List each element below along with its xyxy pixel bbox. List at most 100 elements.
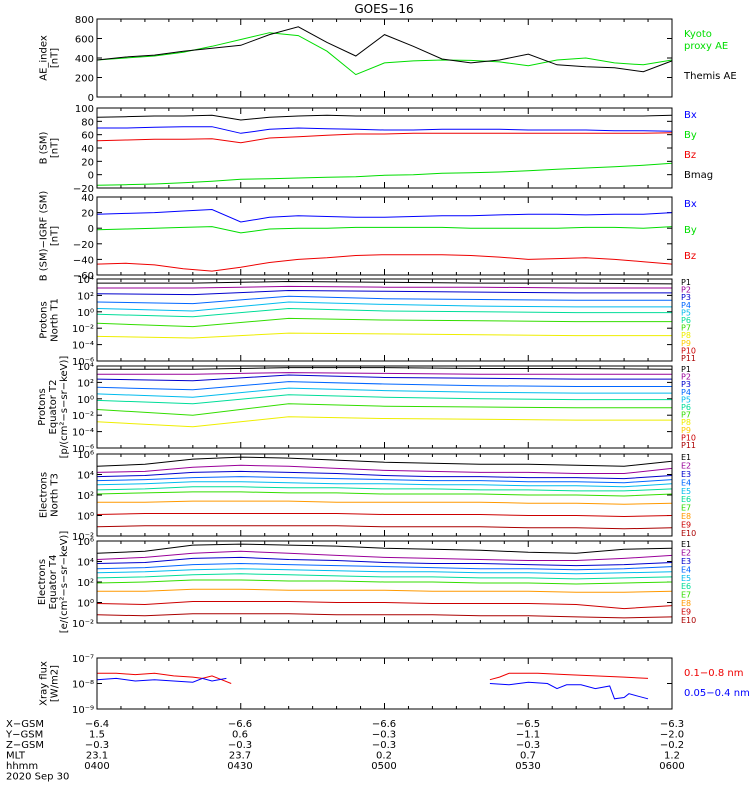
x-axis-row-label: MLT	[6, 751, 26, 762]
legend-label-p6: P6	[681, 403, 691, 412]
legend-label-0-05-0-4-nm: 0.05−0.4 nm	[684, 688, 750, 699]
series-line-e7	[96, 579, 673, 585]
y-tick-label: 10²	[77, 378, 94, 389]
y-tick-label: 10²	[77, 291, 94, 302]
panel-protons_t2: 10⁻⁶ 10⁻⁴ 10⁻² 10⁰ 10² 10⁴ Protons Equator T2 [p…	[37, 356, 696, 459]
legend-label-e2: E2	[681, 461, 691, 470]
legend-label-p11: P11	[681, 441, 696, 450]
series-line-p1	[97, 280, 673, 285]
y-tick-label: 40	[81, 144, 94, 155]
y-axis-label: [nT]	[50, 226, 61, 246]
y-tick-label: 400	[75, 54, 94, 65]
series-line-p8	[96, 332, 672, 339]
y-tick-label: 10²	[77, 578, 94, 589]
x-axis-row-label: Y−GSM	[5, 730, 43, 741]
legend-label-bz: Bz	[684, 251, 696, 262]
series-line-p7	[96, 403, 672, 416]
legend-label-p7: P7	[681, 411, 691, 420]
series-line-bmag	[96, 114, 673, 121]
y-tick-label: 10⁴	[77, 558, 94, 569]
series-line-e6	[96, 486, 673, 492]
legend-label-e5: E5	[681, 487, 691, 496]
y-axis-label: AE_index	[39, 35, 50, 81]
legend-label-e3: E3	[681, 470, 691, 479]
series-line-0-05-0-4-nm	[489, 681, 649, 700]
series-line-0-1-0-8-nm	[97, 672, 203, 679]
x-axis-value: −2.0	[660, 730, 684, 741]
y-axis-label: Electrons	[37, 559, 48, 605]
y-tick-label: 10⁻⁹	[72, 705, 94, 716]
x-axis-row-label: Z−GSM	[6, 740, 44, 751]
y-tick-label: −20	[73, 184, 94, 195]
y-tick-label: 10⁻⁶	[72, 357, 94, 368]
x-axis-value: −0.2	[660, 740, 684, 751]
series-line-bx	[97, 126, 673, 134]
legend-label-e8: E8	[681, 512, 691, 521]
legend-label-p1: P1	[681, 278, 691, 287]
series-line-e3	[96, 470, 673, 480]
y-tick-label: 10⁰	[77, 308, 94, 319]
legend-label-p5: P5	[681, 308, 691, 317]
y-tick-label: 10⁻⁶	[72, 444, 94, 455]
y-tick-label: 10⁴	[77, 471, 94, 482]
legend-label-e10: E10	[681, 616, 696, 625]
series-line-e10	[96, 525, 673, 530]
y-axis-label: [e/(cm²−s−sr−keV)]	[59, 531, 70, 634]
x-axis-value: −6.3	[660, 719, 684, 730]
series-line-e10	[96, 613, 673, 619]
legend-label-bz: Bz	[684, 150, 696, 161]
y-tick-label: 10⁰	[77, 512, 94, 523]
y-tick-label: 20	[81, 157, 94, 168]
x-axis-value: 1.5	[89, 730, 105, 741]
x-axis-value: 1.2	[664, 751, 680, 762]
legend-label-p5: P5	[681, 395, 691, 404]
series-line-e1	[96, 543, 673, 554]
legend-label-p1: P1	[681, 365, 691, 374]
legend-label-e4: E4	[681, 565, 691, 574]
y-tick-label: 10⁶	[77, 450, 94, 461]
series-line-p4	[96, 381, 672, 391]
series-line-e5	[96, 568, 673, 575]
y-tick-label: 600	[75, 35, 94, 46]
y-tick-label: 20	[81, 209, 94, 220]
panel-frame	[96, 196, 673, 276]
series-line-e8	[97, 500, 673, 505]
legend-label-themis-ae: Themis AE	[683, 71, 737, 82]
y-tick-label: 800	[75, 15, 94, 26]
series-line-p8	[96, 416, 672, 428]
panel-frame	[96, 657, 673, 710]
x-axis-value: 0500	[371, 761, 396, 772]
x-axis-value: −0.3	[228, 740, 252, 751]
series-line-e9	[96, 601, 673, 610]
x-axis-value: 0600	[659, 761, 684, 772]
legend-label-e6: E6	[681, 495, 691, 504]
y-tick-label: −40	[73, 255, 94, 266]
x-axis-row-label: X−GSM	[6, 719, 44, 730]
legend-label-p6: P6	[681, 316, 691, 325]
legend-label-e1: E1	[681, 453, 691, 462]
panel-frame	[96, 453, 673, 537]
series-line-e2	[96, 464, 673, 474]
y-tick-label: 0	[88, 224, 94, 235]
x-axis-value: −6.6	[372, 719, 396, 730]
x-axis-value: 0.6	[232, 730, 248, 741]
x-axis-row-label: hhmm	[6, 761, 38, 772]
legend-label-p3: P3	[681, 380, 691, 389]
panel-frame	[96, 278, 673, 362]
legend-label-p2: P2	[681, 286, 691, 295]
y-tick-label: 10⁰	[77, 599, 94, 610]
series-line-p7	[96, 317, 672, 328]
legend-label-e6: E6	[681, 582, 691, 591]
y-tick-label: −20	[73, 240, 94, 251]
legend-label-bx: Bx	[684, 199, 697, 210]
y-tick-label: 60	[81, 131, 94, 142]
date-label: 2020 Sep 30	[6, 772, 69, 783]
y-tick-label: 10²	[77, 491, 94, 502]
series-line-bz	[96, 254, 673, 272]
legend-label-e8: E8	[681, 599, 691, 608]
series-line-e4	[96, 562, 673, 571]
panel-bsm: −20 0 20 40 60 80 100 B (SM) [nT] Bx By Bz Bmag	[39, 104, 714, 195]
